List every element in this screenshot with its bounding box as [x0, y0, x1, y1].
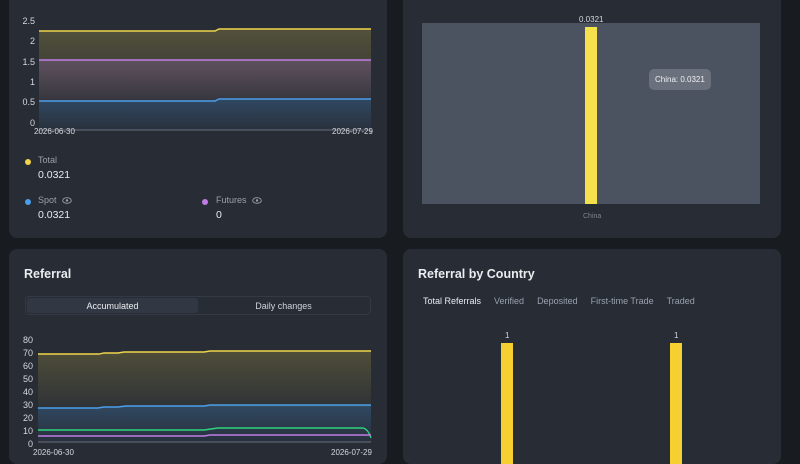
- y-tick: 1.5: [22, 57, 35, 67]
- bar-tooltip: China: 0.0321: [649, 69, 711, 90]
- bar-value-label: 1: [505, 331, 510, 340]
- yellow-area: [38, 351, 371, 407]
- referral-card: Referral Accumulated Daily changes 80 70…: [9, 249, 387, 464]
- y-tick: 0: [29, 118, 35, 128]
- y-tick: 10: [22, 426, 33, 436]
- x-tick: 2026-06-30: [33, 448, 74, 457]
- blue-line: [38, 404, 371, 409]
- referral-country-tabs: Total Referrals Verified Deposited First…: [423, 296, 708, 306]
- x-tick: 2026-07-29: [331, 448, 372, 457]
- legend-spot-value: 0.0321: [38, 209, 71, 221]
- earnings-card: 2.5 2 1.5 1 0.5 0: [9, 0, 387, 238]
- referral-by-country-card: Referral by Country Total Referrals Veri…: [403, 249, 781, 464]
- purple-line: [38, 434, 371, 437]
- legend-total-value: 0.0321: [38, 169, 71, 181]
- spot-area: [39, 99, 371, 130]
- referral-plot: [38, 350, 372, 443]
- tab-traded[interactable]: Traded: [666, 296, 695, 306]
- y-tick: 2.5: [22, 16, 35, 26]
- y-tick: 80: [22, 335, 33, 345]
- y-tick: 40: [22, 387, 33, 397]
- referral-bar[interactable]: [670, 343, 682, 464]
- y-tick: 0.5: [22, 97, 35, 107]
- legend-futures-value: 0: [216, 209, 222, 221]
- x-tick: China: [583, 213, 602, 220]
- total-dot: [25, 159, 31, 165]
- china-bar[interactable]: [585, 27, 597, 204]
- y-tick: 50: [22, 374, 33, 384]
- legend-total-label: Total: [38, 155, 58, 165]
- total-line: [39, 28, 371, 32]
- eye-icon[interactable]: [252, 197, 262, 204]
- spot-line: [39, 98, 371, 102]
- tab-total-referrals[interactable]: Total Referrals: [423, 296, 482, 306]
- country-bar-chart: 0.0321 China: 0.0321: [422, 15, 760, 204]
- bar-value-label: 1: [674, 331, 679, 340]
- y-tick: 1: [29, 77, 35, 87]
- blue-area: [38, 405, 371, 442]
- legend-spot-label: Spot: [38, 195, 57, 205]
- eye-icon[interactable]: [62, 197, 72, 204]
- legend-futures-label: Futures: [216, 195, 247, 205]
- y-tick: 20: [22, 413, 33, 423]
- card-title: Referral: [24, 267, 72, 281]
- y-tick: 70: [22, 348, 33, 358]
- spot-dot: [25, 199, 31, 205]
- tab-verified[interactable]: Verified: [494, 296, 525, 306]
- bar-value-label: 0.0321: [579, 15, 604, 24]
- futures-dot: [202, 199, 208, 205]
- referral-bar[interactable]: [501, 343, 513, 464]
- tab-deposited[interactable]: Deposited: [537, 296, 578, 306]
- y-tick: 60: [22, 361, 33, 371]
- x-tick: 2026-07-29: [332, 127, 373, 136]
- x-tick: 2026-06-30: [34, 127, 75, 136]
- y-tick: 2: [29, 36, 35, 46]
- referral-tabs: Accumulated Daily changes: [25, 296, 371, 315]
- earnings-plot: [38, 28, 372, 133]
- card-title: Referral by Country: [418, 267, 535, 281]
- y-tick: 30: [22, 400, 33, 410]
- earnings-by-country-card: 0.0321 China: 0.0321 China: [403, 0, 781, 238]
- yellow-line: [38, 350, 371, 355]
- tab-first-time-trade[interactable]: First-time Trade: [590, 296, 654, 306]
- tab-daily-changes[interactable]: Daily changes: [255, 300, 312, 311]
- futures-area: [39, 60, 371, 101]
- y-tick: 0: [27, 439, 33, 449]
- tab-accumulated[interactable]: Accumulated: [27, 298, 198, 313]
